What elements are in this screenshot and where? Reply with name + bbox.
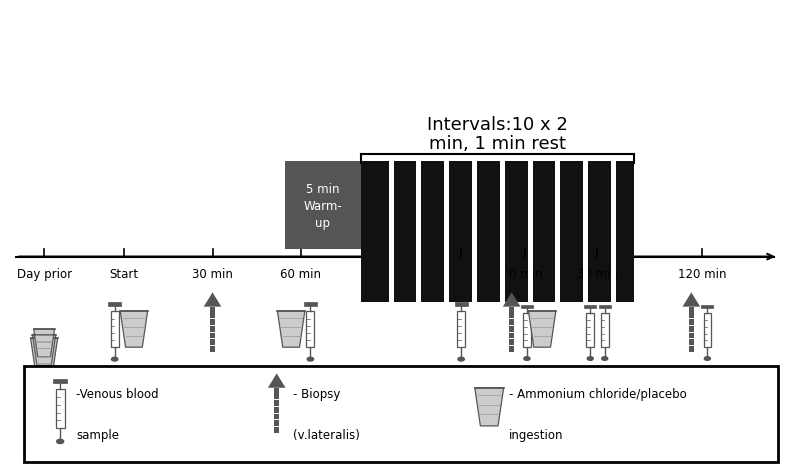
Bar [584, 305, 597, 308]
Bar [523, 314, 531, 347]
Polygon shape [120, 311, 148, 347]
Polygon shape [30, 338, 58, 374]
Bar [53, 379, 67, 383]
Text: - Ammonium chloride/placebo: - Ammonium chloride/placebo [509, 387, 687, 400]
Circle shape [704, 357, 711, 361]
Bar [304, 303, 317, 307]
Text: Start: Start [110, 268, 139, 280]
Text: 5 min
Warm-
up: 5 min Warm- up [303, 182, 342, 229]
Polygon shape [204, 293, 221, 307]
Text: 60 min: 60 min [280, 268, 322, 280]
Bar [108, 303, 121, 307]
Circle shape [524, 357, 530, 361]
Text: Intervals:10 x 2: Intervals:10 x 2 [427, 115, 568, 133]
Bar [555, 162, 561, 302]
Text: min, 1 min rest: min, 1 min rest [429, 134, 565, 152]
Circle shape [602, 357, 608, 361]
Bar [500, 162, 504, 302]
Text: Day prior: Day prior [17, 268, 71, 280]
Polygon shape [529, 311, 556, 347]
Bar [611, 162, 616, 302]
Bar [55, 389, 64, 428]
Bar [520, 305, 533, 308]
Text: 0 min: 0 min [508, 268, 542, 280]
Text: -Venous blood: -Venous blood [76, 387, 159, 400]
Bar [688, 307, 695, 352]
Bar [285, 162, 361, 250]
Polygon shape [34, 329, 55, 357]
Circle shape [587, 357, 593, 361]
Bar [528, 162, 533, 302]
Circle shape [111, 357, 118, 361]
Bar [306, 312, 314, 347]
Bar [457, 312, 465, 347]
FancyBboxPatch shape [24, 367, 778, 462]
Polygon shape [277, 311, 305, 347]
Bar [701, 305, 714, 308]
Bar [111, 312, 119, 347]
Bar [703, 314, 711, 347]
Circle shape [57, 439, 63, 444]
Text: 30 min: 30 min [577, 268, 618, 280]
Bar [416, 162, 421, 302]
Text: ingestion: ingestion [509, 428, 564, 442]
Bar [455, 303, 468, 307]
Polygon shape [475, 388, 504, 426]
Polygon shape [683, 293, 700, 307]
Bar [273, 388, 280, 433]
Bar [586, 314, 594, 347]
Text: 120 min: 120 min [678, 268, 726, 280]
Circle shape [307, 357, 314, 361]
Polygon shape [503, 293, 520, 307]
Bar [509, 307, 515, 352]
Text: sample: sample [76, 428, 119, 442]
Polygon shape [268, 374, 286, 388]
Bar [389, 162, 394, 302]
Text: 30 min: 30 min [192, 268, 233, 280]
Bar [601, 314, 609, 347]
Text: - Biopsy: - Biopsy [293, 387, 340, 400]
Bar [361, 162, 634, 302]
Bar [598, 305, 611, 308]
Bar [444, 162, 449, 302]
Bar [583, 162, 588, 302]
Bar [210, 307, 215, 352]
Polygon shape [32, 335, 56, 366]
Text: (v.lateralis): (v.lateralis) [293, 428, 359, 442]
Circle shape [458, 357, 464, 361]
Bar [472, 162, 477, 302]
